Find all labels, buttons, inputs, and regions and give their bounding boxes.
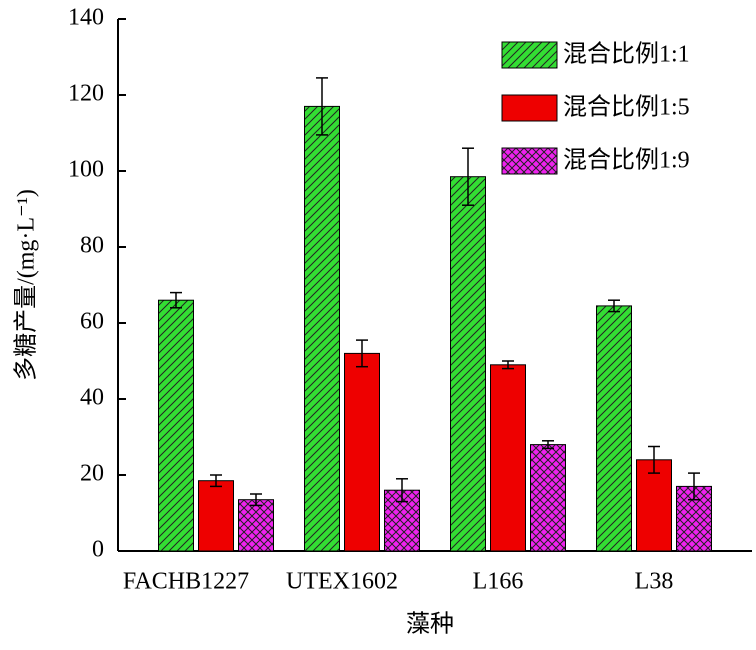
bar: [198, 480, 234, 552]
x-tick-label: UTEX1602: [286, 569, 398, 595]
y-tick-label: 140: [68, 5, 104, 31]
legend-label: 混合比例1:1: [563, 41, 690, 68]
bar: [344, 352, 380, 552]
x-axis-label: 藻种: [406, 611, 454, 638]
x-tick-label: L38: [635, 569, 674, 595]
y-tick-label: 0: [92, 537, 104, 563]
x-tick-label: FACHB1227: [123, 569, 249, 595]
legend-swatch: [501, 147, 558, 175]
y-tick-label: 40: [80, 385, 104, 411]
bar: [238, 499, 274, 552]
legend-swatch: [501, 94, 558, 122]
y-tick-label: 80: [80, 233, 104, 259]
y-tick-label: 60: [80, 309, 104, 335]
y-tick-label: 120: [68, 81, 104, 107]
bar: [636, 459, 672, 552]
y-tick-label: 20: [80, 461, 104, 487]
legend-label: 混合比例1:9: [563, 147, 690, 174]
x-tick-label: L166: [473, 569, 524, 595]
bar: [596, 305, 632, 552]
bar: [450, 176, 486, 552]
bar: [304, 105, 340, 552]
bar: [490, 364, 526, 552]
legend-swatch: [501, 41, 558, 69]
y-tick-label: 100: [68, 157, 104, 183]
legend-label: 混合比例1:5: [563, 94, 690, 121]
bar: [530, 444, 566, 552]
y-axis-label: 多糖产量/(mg·L⁻¹): [13, 189, 40, 381]
bar: [158, 299, 194, 552]
